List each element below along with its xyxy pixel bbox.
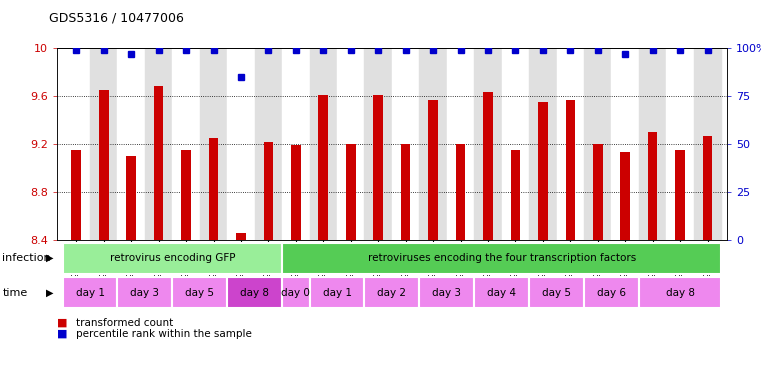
Bar [282,243,721,274]
Bar [346,144,355,240]
Bar [263,142,273,240]
Bar [181,150,191,240]
Bar [365,48,392,240]
Bar [209,138,218,240]
Bar [282,277,310,308]
Text: day 1: day 1 [75,288,104,298]
Bar [62,48,90,240]
Bar [62,277,117,308]
Bar [483,93,493,240]
Bar [474,48,501,240]
Text: retroviruses encoding the four transcription factors: retroviruses encoding the four transcrip… [368,253,636,263]
Bar [556,48,584,240]
Bar [401,144,410,240]
Bar [374,95,383,240]
Text: time: time [2,288,27,298]
Bar [154,86,164,240]
Bar [255,48,282,240]
Bar [99,90,109,240]
Bar [501,48,529,240]
Text: infection: infection [2,253,51,263]
Bar [694,48,721,240]
Bar [584,277,639,308]
Bar [648,132,658,240]
Text: day 5: day 5 [185,288,215,298]
Bar [282,48,310,240]
Text: day 6: day 6 [597,288,626,298]
Bar [310,277,365,308]
Text: day 1: day 1 [323,288,352,298]
Bar [419,277,474,308]
Bar [667,48,694,240]
Bar [639,48,667,240]
Bar [310,48,337,240]
Bar [117,277,172,308]
Text: percentile rank within the sample: percentile rank within the sample [76,329,252,339]
Bar [538,102,548,240]
Text: ▶: ▶ [46,288,53,298]
Bar [419,48,447,240]
Bar [236,233,246,240]
Text: day 2: day 2 [377,288,406,298]
Bar [428,99,438,240]
Text: day 8: day 8 [666,288,695,298]
Bar [620,152,630,240]
Bar [337,48,365,240]
Bar [228,48,255,240]
Text: ▶: ▶ [46,253,53,263]
Text: GDS5316 / 10477006: GDS5316 / 10477006 [49,12,184,25]
Bar [612,48,639,240]
Text: day 5: day 5 [542,288,571,298]
Bar [511,150,521,240]
Bar [291,145,301,240]
Bar [529,48,556,240]
Bar [319,95,328,240]
Bar [200,48,228,240]
Text: day 3: day 3 [432,288,461,298]
Text: day 3: day 3 [130,288,159,298]
Text: day 8: day 8 [240,288,269,298]
Bar [474,277,529,308]
Text: day 4: day 4 [487,288,516,298]
Text: day 0: day 0 [282,288,310,298]
Bar [584,48,612,240]
Text: ■: ■ [57,329,68,339]
Text: ■: ■ [57,318,68,328]
Bar [447,48,474,240]
Bar [62,243,282,274]
Text: retrovirus encoding GFP: retrovirus encoding GFP [110,253,235,263]
Bar [593,144,603,240]
Bar [145,48,172,240]
Bar [126,156,136,240]
Bar [90,48,117,240]
Bar [392,48,419,240]
Bar [456,144,465,240]
Bar [228,277,282,308]
Bar [172,277,228,308]
Bar [702,136,712,240]
Bar [565,99,575,240]
Bar [72,150,81,240]
Bar [117,48,145,240]
Text: transformed count: transformed count [76,318,174,328]
Bar [639,277,721,308]
Bar [675,150,685,240]
Bar [365,277,419,308]
Bar [529,277,584,308]
Bar [172,48,200,240]
